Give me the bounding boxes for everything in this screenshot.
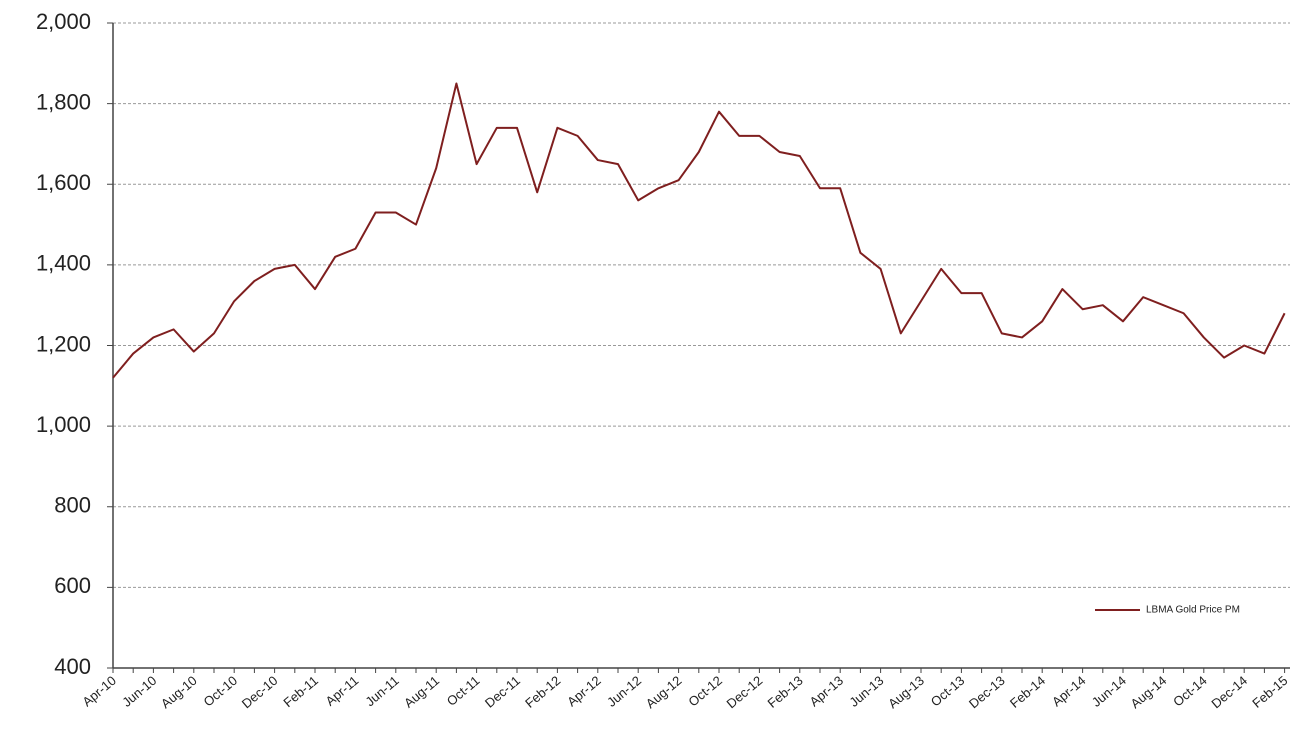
x-tick-label: Aug-10 xyxy=(158,673,200,711)
x-tick-label: Feb-14 xyxy=(1007,673,1048,711)
line-series xyxy=(112,82,1286,379)
y-tick-label: 1,600 xyxy=(36,170,91,195)
x-tick-label: Apr-13 xyxy=(807,673,847,710)
x-tick-label: Aug-11 xyxy=(401,673,442,711)
x-tick-label: Dec-10 xyxy=(239,673,281,711)
x-tick-label: Jun-14 xyxy=(1089,673,1129,710)
x-tick-label: Dec-13 xyxy=(966,673,1008,711)
x-tick-label: Oct-12 xyxy=(685,673,725,710)
x-tick-label: Dec-14 xyxy=(1208,673,1250,711)
x-tick-label: Apr-14 xyxy=(1049,673,1089,710)
x-tick-label: Feb-15 xyxy=(1249,673,1290,711)
y-tick-label: 1,400 xyxy=(36,251,91,276)
x-tick-label: Apr-12 xyxy=(564,673,604,710)
x-tick-label: Aug-13 xyxy=(885,673,927,711)
x-tick-label: Jun-13 xyxy=(846,673,886,710)
y-tick-label: 2,000 xyxy=(36,9,91,34)
x-tick-label: Feb-13 xyxy=(765,673,806,711)
x-tick-label: Oct-10 xyxy=(201,673,241,710)
x-tick-label: Oct-14 xyxy=(1170,673,1210,710)
y-tick-label: 1,200 xyxy=(36,331,91,356)
y-tick-label: 1,800 xyxy=(36,89,91,114)
x-tick-label: Aug-14 xyxy=(1128,673,1170,711)
x-tick-label: Aug-12 xyxy=(643,673,685,711)
x-tick-label: Jun-10 xyxy=(119,673,159,710)
x-tick-label: Dec-12 xyxy=(724,673,766,711)
x-tick-label: Feb-12 xyxy=(522,673,563,711)
x-tick-label: Jun-12 xyxy=(604,673,644,710)
y-tick-label: 1,000 xyxy=(36,412,91,437)
x-tick-label: Feb-11 xyxy=(280,673,320,710)
legend-label: LBMA Gold Price PM xyxy=(1146,605,1240,616)
x-tick-label: Oct-13 xyxy=(928,673,968,710)
x-tick-label: Oct-11 xyxy=(444,673,483,709)
y-tick-label: 600 xyxy=(54,573,91,598)
y-tick-label: 800 xyxy=(54,493,91,518)
x-tick-label: Jun-11 xyxy=(362,673,401,709)
x-tick-label: Dec-11 xyxy=(482,673,523,711)
x-tick-label: Apr-11 xyxy=(323,673,362,709)
y-tick-label: 400 xyxy=(54,654,91,679)
